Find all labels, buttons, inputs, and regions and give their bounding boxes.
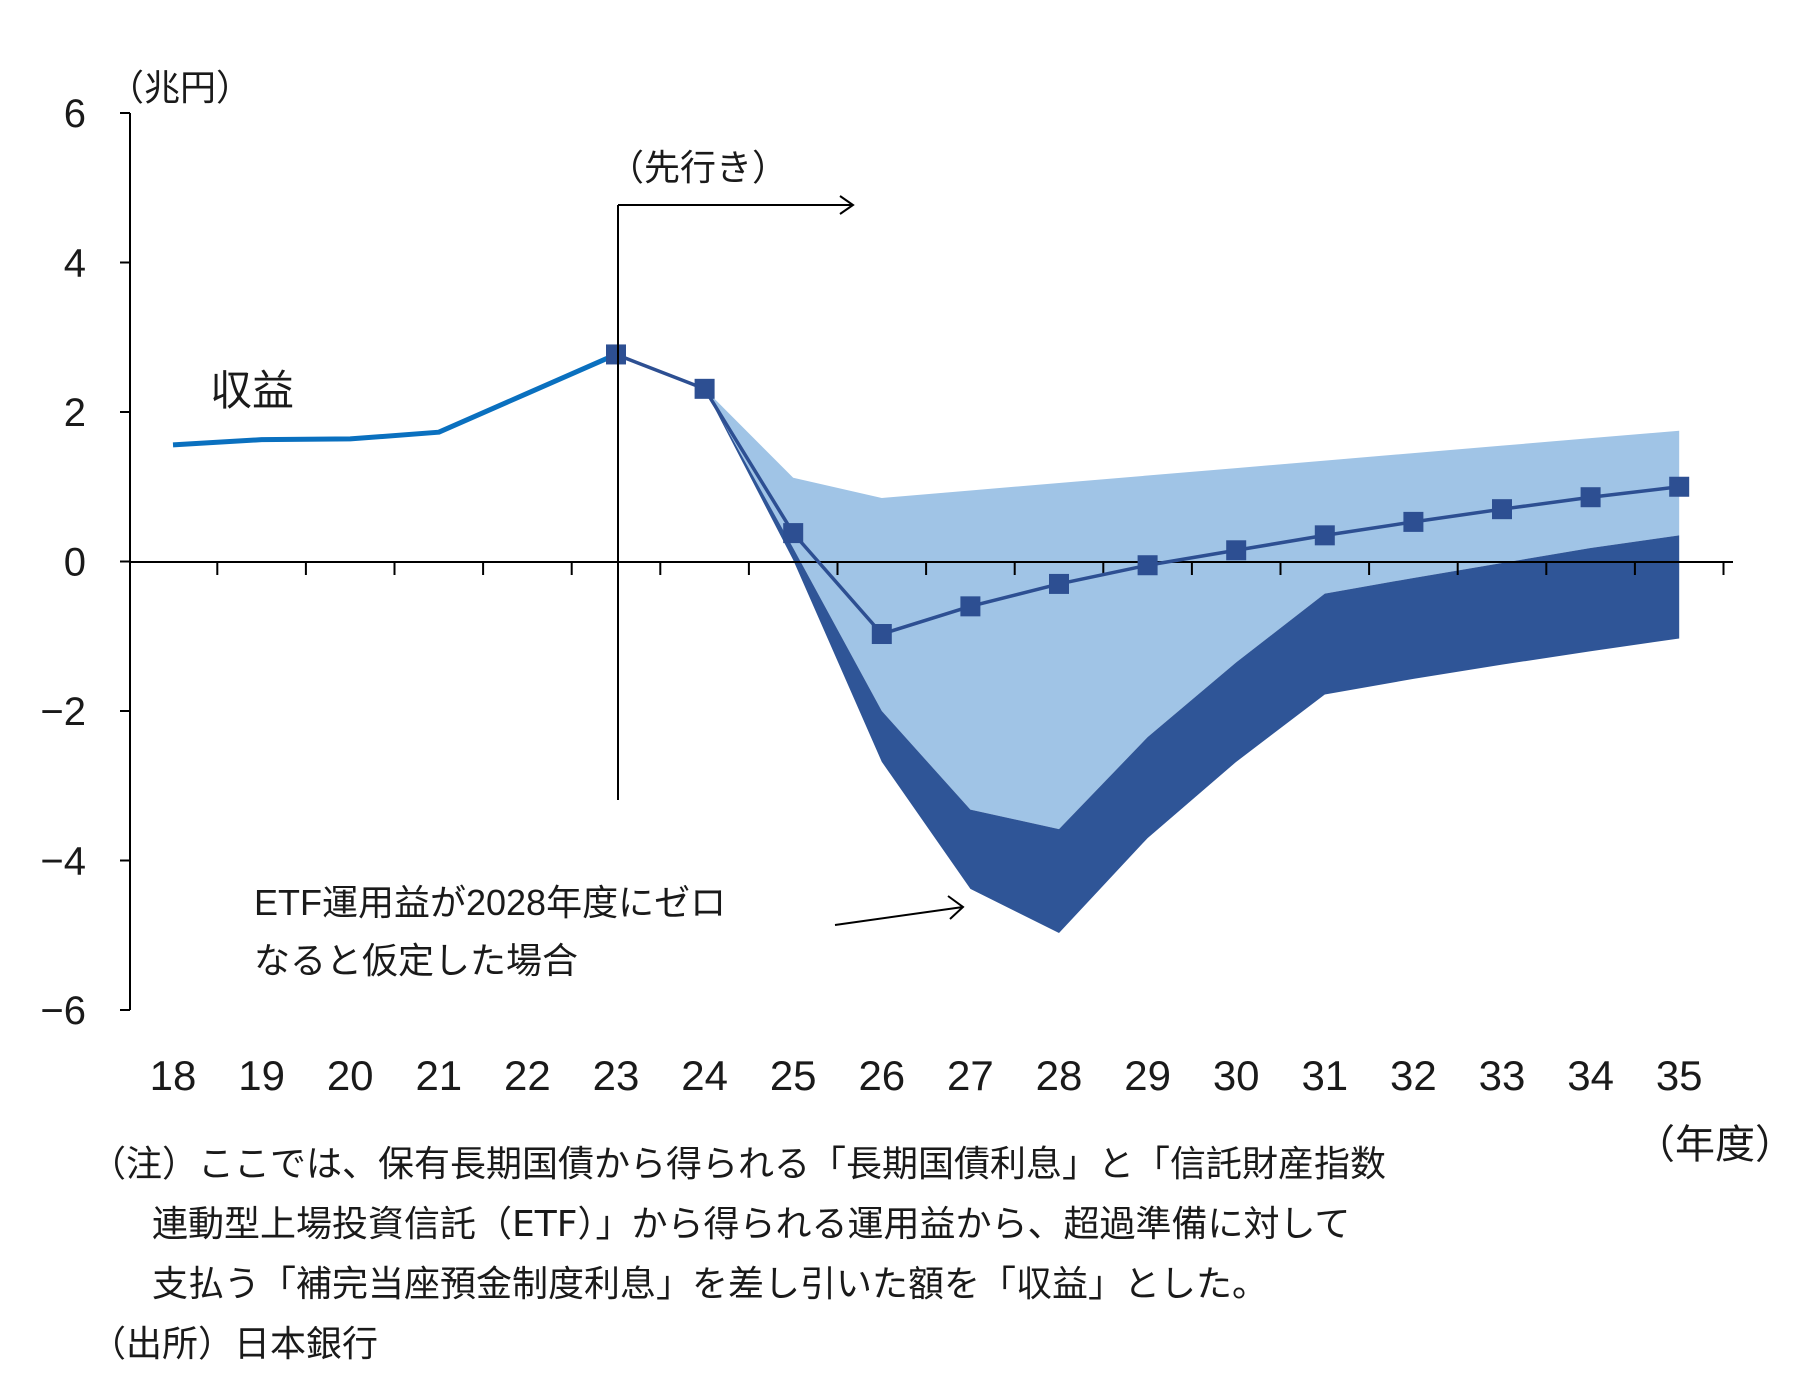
x-tick-label: 28: [1036, 1052, 1083, 1099]
y-unit-label: （兆円）: [108, 67, 252, 108]
x-tick-label: 32: [1390, 1052, 1437, 1099]
data-point-marker: [1049, 573, 1069, 594]
data-point-marker: [871, 624, 892, 645]
data-point-marker: [1580, 487, 1601, 508]
source-line: （出所）日本銀行: [90, 1324, 379, 1365]
x-tick-label: 34: [1567, 1052, 1614, 1099]
forecast-arrowhead: [839, 195, 855, 215]
y-tick-label: 4: [64, 242, 86, 286]
data-point-marker: [1669, 476, 1690, 497]
data-point-marker: [960, 596, 981, 617]
data-point-marker: [1137, 555, 1158, 576]
series-label-income: 収益: [210, 367, 294, 414]
band-range-light: [704, 388, 1680, 830]
x-tick-label: 35: [1656, 1052, 1703, 1099]
y-tick-label: −4: [40, 840, 86, 884]
note-line-2: 連動型上場投資信託（ETF）」から得られる運用益から、超過準備に対して: [152, 1204, 1351, 1245]
x-tick-label: 19: [238, 1052, 285, 1099]
x-tick-label: 21: [415, 1052, 462, 1099]
x-tick-label: 20: [327, 1052, 374, 1099]
y-tick-label: −2: [40, 690, 86, 734]
y-ticks: 6 4 2 0 −2 −4 −6: [40, 92, 130, 1033]
note-line-3: 支払う「補完当座預金制度利息」を差し引いた額を「収益」とした。: [152, 1264, 1269, 1305]
forecast-bands: [704, 388, 1680, 934]
x-tick-label: 29: [1124, 1052, 1171, 1099]
data-point-marker: [1226, 540, 1247, 561]
y-tick-label: 0: [64, 541, 86, 585]
axes: [129, 113, 1733, 1010]
x-tick-label: 23: [593, 1052, 640, 1099]
etf-note-pointer: [834, 906, 964, 926]
x-tick-label: 24: [681, 1052, 728, 1099]
data-point-marker: [694, 378, 715, 399]
series-line-line-actual: [172, 352, 618, 448]
x-tick-label: 30: [1213, 1052, 1260, 1099]
data-point-marker: [783, 523, 804, 544]
x-unit-label-html: （年度）: [1635, 1122, 1795, 1168]
data-point-marker: [1492, 499, 1512, 520]
band-range-dark: [704, 388, 1680, 934]
series-lines: [172, 344, 1690, 645]
x-tick-label: 26: [858, 1052, 905, 1099]
x-ticks: 18 19 20 21 22 23 24 25 26 27 28 29 30 31 32 33 34 35: [150, 562, 1725, 1099]
data-point-marker: [1314, 525, 1335, 546]
x-tick-label: 18: [150, 1052, 197, 1099]
x-tick-label: 33: [1479, 1052, 1526, 1099]
data-point-marker: [1403, 511, 1424, 532]
etf-note-line1: ETF運用益が2028年度にゼロ: [254, 882, 726, 923]
notes: （注）ここでは、保有長期国債から得られる「長期国債利息」と「信託財産指数 連動型…: [90, 1135, 1770, 1375]
etf-note-line2: なると仮定した場合: [254, 940, 578, 981]
data-point-marker: [606, 344, 626, 365]
x-tick-label: 22: [504, 1052, 551, 1099]
x-tick-label: 27: [947, 1052, 994, 1099]
y-tick-label: 2: [64, 391, 86, 435]
note-line-1: （注）ここでは、保有長期国債から得られる「長期国債利息」と「信託財産指数: [90, 1144, 1387, 1185]
y-tick-label: −6: [40, 989, 86, 1033]
y-tick-label: 6: [64, 92, 86, 136]
etf-note-arrowhead: [947, 895, 965, 920]
x-tick-label: 31: [1301, 1052, 1348, 1099]
forecast-label: （先行き）: [608, 147, 788, 188]
x-tick-label: 25: [770, 1052, 817, 1099]
